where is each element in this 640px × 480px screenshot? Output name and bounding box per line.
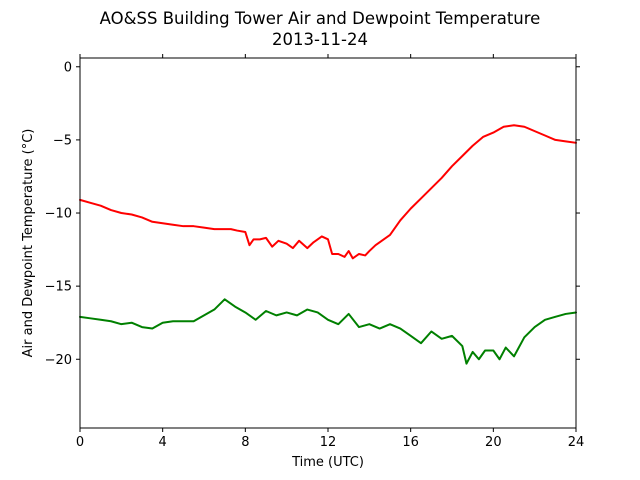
x-axis-label: Time (UTC) (291, 455, 364, 470)
y-tick-label: −5 (53, 133, 72, 148)
series-layer (79, 124, 577, 365)
x-tick-label: 8 (241, 435, 249, 450)
series-line-1 (79, 124, 577, 260)
x-tick-label: 4 (159, 435, 167, 450)
chart-title: AO&SS Building Tower Air and Dewpoint Te… (100, 9, 541, 28)
x-tick-label: 24 (568, 435, 585, 450)
chart-subtitle: 2013-11-24 (272, 30, 368, 49)
series-line-2 (79, 298, 577, 365)
y-tick-label: −10 (45, 207, 72, 222)
y-tick-label: −20 (45, 353, 72, 368)
x-tick-label: 16 (402, 435, 419, 450)
y-tick-label: 0 (64, 60, 72, 75)
y-axis-label: Air and Dewpoint Temperature (°C) (21, 129, 36, 358)
plot-frame (79, 57, 577, 429)
y-tick-label: −15 (45, 280, 72, 295)
x-tick-label: 12 (320, 435, 337, 450)
x-tick-label: 0 (76, 435, 84, 450)
axis-ticks: 0 4 8 12 16 20 24 0 −5 −10 −15 −20 (45, 54, 585, 450)
x-tick-label: 20 (485, 435, 502, 450)
